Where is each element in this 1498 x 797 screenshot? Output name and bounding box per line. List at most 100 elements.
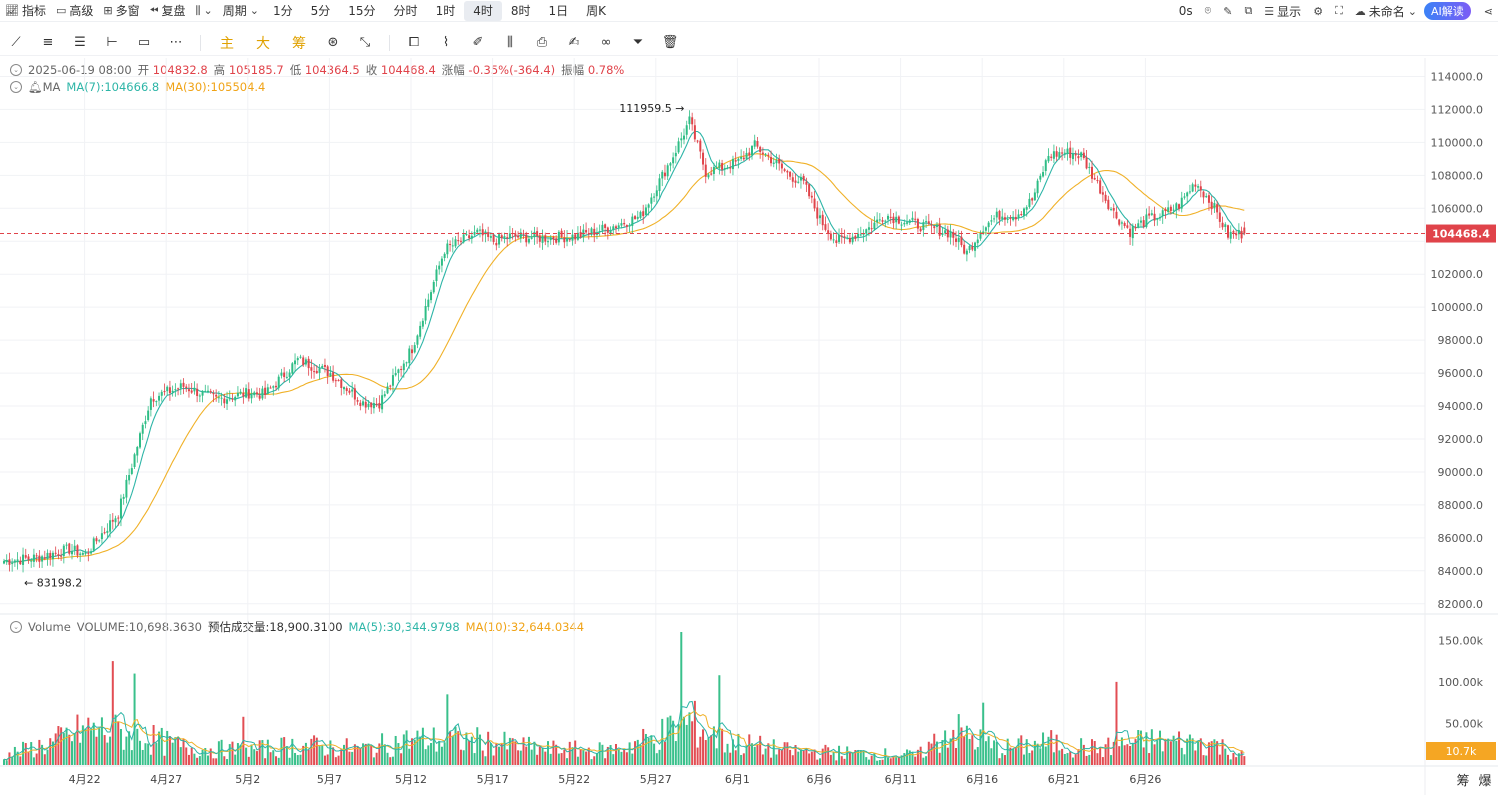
volume-bar bbox=[168, 736, 171, 765]
main-chart-button[interactable]: 主 bbox=[220, 35, 234, 52]
collapse-icon[interactable]: ⌄ bbox=[10, 621, 22, 633]
period-1h[interactable]: 1时 bbox=[435, 4, 456, 18]
rectangle-icon[interactable]: ▭ bbox=[137, 35, 151, 50]
candle bbox=[889, 208, 892, 224]
lock-icon[interactable]: ⎙ bbox=[536, 35, 548, 50]
candle-body bbox=[470, 235, 473, 239]
ruler-icon[interactable]: ⌇ bbox=[442, 35, 450, 50]
volume-bar bbox=[65, 727, 68, 765]
price-chart[interactable]: 111959.5 → ← 83198.2 104468.4 114000.0 11200… bbox=[0, 58, 1498, 797]
liquidation-button[interactable]: 爆 bbox=[1478, 774, 1491, 789]
display-button[interactable]: ☰ 显示 bbox=[1259, 1, 1306, 21]
camera-icon[interactable]: ⌾ bbox=[1204, 4, 1212, 17]
period-15m[interactable]: 15分 bbox=[348, 4, 376, 18]
candle-body bbox=[155, 401, 158, 403]
link-icon[interactable]: ∞ bbox=[600, 35, 612, 50]
period-4h[interactable]: 4时 bbox=[464, 0, 502, 21]
candle-body bbox=[677, 141, 680, 153]
candle-body bbox=[576, 232, 579, 240]
candle bbox=[1210, 195, 1213, 215]
candle bbox=[1194, 179, 1197, 192]
volume-bar bbox=[296, 755, 299, 765]
volume-bar bbox=[1178, 731, 1181, 765]
trash-icon[interactable]: 🗑︎ bbox=[661, 35, 679, 50]
period-timeshare[interactable]: 分时 bbox=[393, 4, 418, 18]
candle bbox=[432, 279, 435, 294]
candle-body bbox=[680, 138, 683, 141]
volume-bar bbox=[250, 744, 253, 765]
volume-bar bbox=[563, 749, 566, 765]
price-tick-label: 100000.0 bbox=[1431, 301, 1484, 314]
candle bbox=[30, 558, 33, 568]
ai-interpret-button[interactable]: AI解读 bbox=[1424, 2, 1471, 20]
share-icon[interactable]: ⋖ bbox=[1483, 4, 1493, 18]
candle bbox=[299, 354, 302, 359]
indicators-button[interactable]: 📈︎ 指标 bbox=[0, 1, 51, 21]
volume-bar bbox=[245, 747, 248, 765]
volume-bar bbox=[103, 735, 106, 765]
brush-icon[interactable]: ✐ bbox=[472, 35, 484, 50]
period-1d[interactable]: 1日 bbox=[548, 4, 569, 18]
candle bbox=[136, 445, 139, 463]
bell-icon[interactable]: 🔔︎ bbox=[28, 80, 43, 94]
chip-distribution-button[interactable]: 筹 bbox=[292, 35, 306, 52]
collapse-icon[interactable]: ⌄ bbox=[10, 64, 22, 76]
candle-body bbox=[1047, 155, 1050, 162]
volume-bar bbox=[848, 752, 851, 765]
horizontal-lines-icon[interactable]: ☰ bbox=[74, 35, 86, 50]
volume-bar bbox=[579, 749, 582, 765]
volume-bar bbox=[1194, 750, 1197, 765]
magnet-icon[interactable]: ⊛ bbox=[327, 35, 339, 50]
period-5m[interactable]: 5分 bbox=[310, 4, 331, 18]
candle bbox=[155, 400, 158, 407]
candle-body bbox=[772, 162, 775, 164]
candle bbox=[906, 214, 909, 226]
replay-button[interactable]: ⏪︎ 复盘 bbox=[145, 1, 191, 21]
horizontal-ray-icon[interactable]: ⊢ bbox=[106, 35, 118, 50]
candle bbox=[857, 228, 860, 242]
candle bbox=[1025, 205, 1028, 217]
period-8h[interactable]: 8时 bbox=[510, 4, 531, 18]
volume-bar bbox=[552, 740, 555, 765]
candle-body bbox=[114, 518, 117, 523]
trend-line-icon[interactable]: ⟋ bbox=[11, 35, 21, 50]
advanced-button[interactable]: ▭ 高级 bbox=[51, 1, 98, 21]
collapse-icon[interactable]: ⌄ bbox=[10, 81, 22, 93]
popout-icon[interactable]: ⧉ bbox=[1244, 4, 1253, 17]
fullscreen-icon[interactable]: ⛶ bbox=[1335, 4, 1343, 17]
parallel-lines-icon[interactable]: ≡ bbox=[42, 35, 54, 50]
candle-body bbox=[11, 563, 14, 565]
volume-tick-label: 150.00k bbox=[1438, 634, 1483, 647]
measure-icon[interactable]: ⤡ bbox=[359, 35, 371, 50]
chip-button[interactable]: 筹 bbox=[1456, 773, 1469, 789]
period-1m[interactable]: 1分 bbox=[272, 4, 293, 18]
volume-bar bbox=[663, 741, 666, 765]
candle-body bbox=[432, 281, 435, 293]
layout-dropdown[interactable]: ☁ 未命名 ⌄ bbox=[1350, 1, 1422, 21]
pencil-icon[interactable]: ✎ bbox=[1223, 4, 1233, 18]
candle bbox=[258, 387, 261, 401]
candle bbox=[642, 204, 645, 224]
chart-type-dropdown[interactable]: ⫼ ⌄ bbox=[190, 1, 217, 21]
candle bbox=[1044, 158, 1047, 176]
candle-body bbox=[884, 220, 887, 222]
large-order-button[interactable]: 大 bbox=[256, 35, 270, 52]
note-icon[interactable]: ✍ bbox=[568, 35, 580, 50]
candle bbox=[663, 164, 666, 180]
period-1w[interactable]: 周K bbox=[586, 4, 606, 18]
candle bbox=[345, 386, 348, 396]
more-tools-icon[interactable]: ⋯ bbox=[169, 35, 183, 50]
volume-bar bbox=[593, 756, 596, 765]
filter-icon[interactable]: ⏷ bbox=[632, 35, 644, 50]
candle-body bbox=[329, 373, 332, 377]
copy-icon[interactable]: ⧠ bbox=[408, 35, 420, 50]
period-dropdown[interactable]: 周期 ⌄ bbox=[218, 1, 264, 21]
multi-window-button[interactable]: ⊞ 多窗 bbox=[98, 1, 144, 21]
settings-icon[interactable]: ⚙ bbox=[1313, 4, 1324, 18]
candle-body bbox=[859, 234, 862, 236]
candle-body bbox=[174, 389, 177, 391]
candle bbox=[1074, 150, 1077, 162]
candles-icon[interactable]: ⫼ bbox=[507, 35, 513, 50]
volume-bar bbox=[400, 753, 403, 765]
candle-body bbox=[878, 219, 881, 221]
